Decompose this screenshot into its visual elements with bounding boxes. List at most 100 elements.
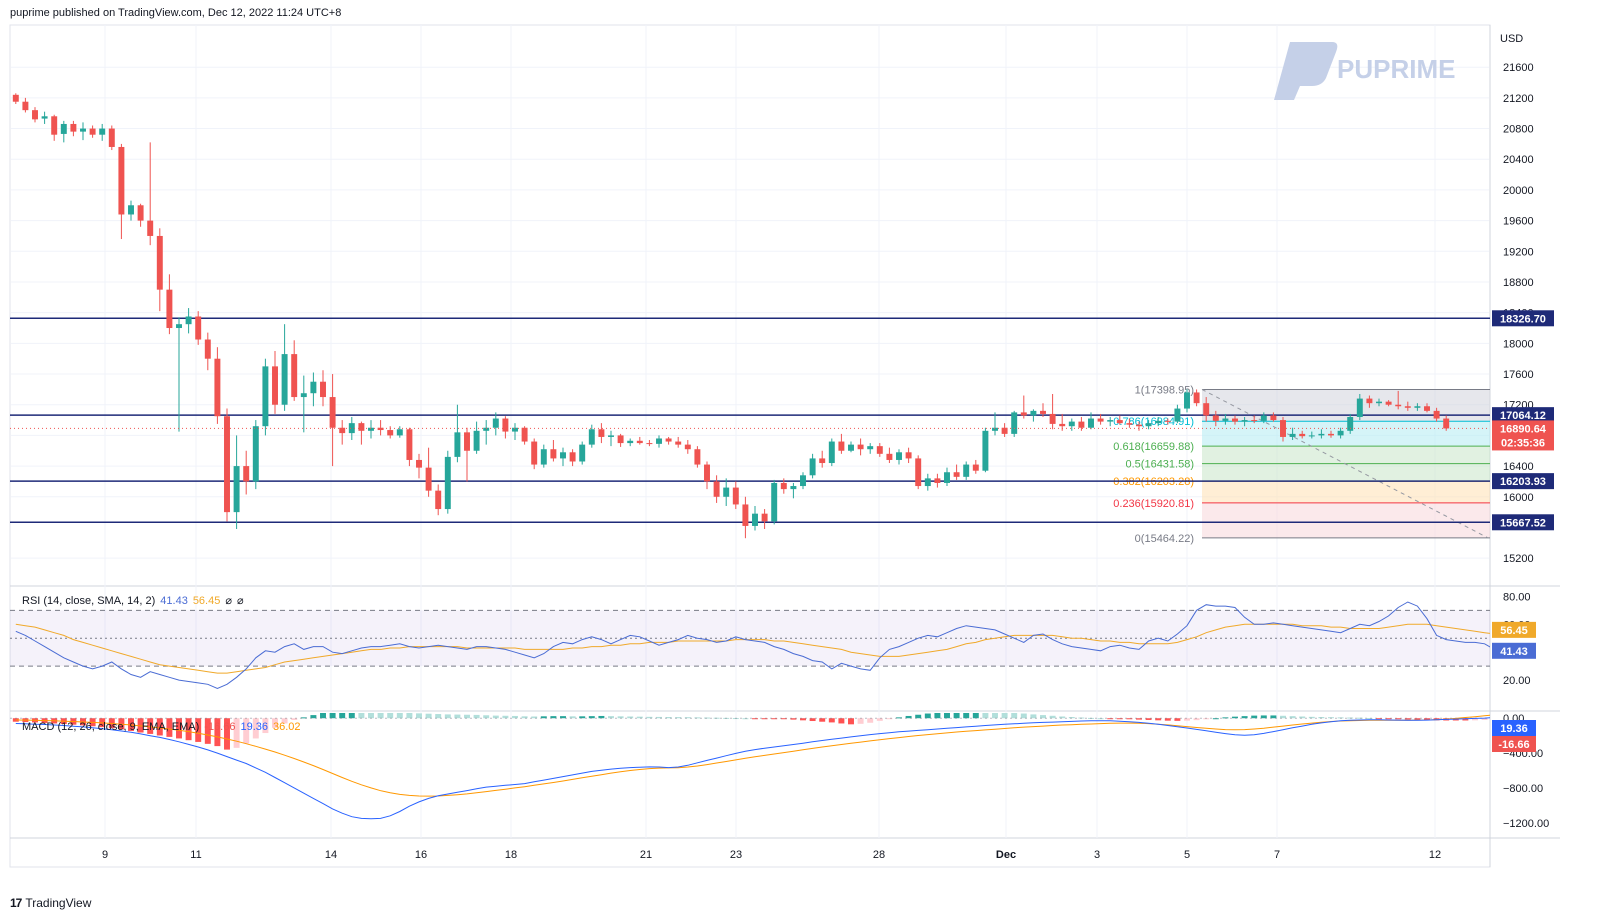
macd-histogram-bar <box>1530 718 1536 719</box>
indicator-legends: RSI (14, close, SMA, 14, 2) 41.43 56.45 ⌀ ⌀ M… <box>22 595 301 733</box>
macd-histogram-bar <box>329 713 336 719</box>
macd-histogram-bar <box>857 718 864 724</box>
macd-histogram-bar <box>358 713 365 719</box>
macd-histogram-bar <box>1126 718 1133 720</box>
fib-level-label: 0(15464.22) <box>1135 533 1194 545</box>
footer: 17 TradingView <box>10 896 91 910</box>
macd-histogram-bar <box>1481 718 1488 720</box>
candle-body <box>1020 412 1027 416</box>
fib-zone <box>1202 463 1490 482</box>
macd-histogram-bar <box>886 718 893 720</box>
macd-histogram-bar <box>1203 718 1210 720</box>
macd-histogram-bar <box>483 715 490 719</box>
macd-histogram-bar <box>905 715 912 719</box>
candle-body <box>1078 421 1085 428</box>
macd-histogram-bar <box>233 718 240 748</box>
candle-body <box>1328 433 1334 436</box>
macd-histogram-bar <box>1232 716 1238 719</box>
level-price-label: 18326.70 <box>1500 313 1546 325</box>
macd-histogram-bar <box>1251 715 1258 719</box>
macd-histogram-bar <box>972 713 979 719</box>
candle-body <box>368 427 374 431</box>
rsi-tick-label: 20.00 <box>1503 675 1531 687</box>
fibonacci-retracement[interactable]: 1(17398.95) 0.786(16984.91) 0.618(16659.88… <box>1113 384 1490 545</box>
macd-line <box>15 717 1490 820</box>
candle-body <box>99 128 106 135</box>
macd-histogram-bar <box>262 718 269 734</box>
rsi-legend-title: RSI (14, close, SMA, 14, 2) <box>22 595 155 607</box>
price-tags: 18326.70 17064.12 16203.93 15667.52 16890.64… <box>1492 310 1554 752</box>
macd-histogram-bar <box>646 716 653 719</box>
candle-body <box>348 423 355 434</box>
macd-histogram-bar <box>1558 716 1564 718</box>
candle-body <box>972 464 979 471</box>
macd-histogram-bar <box>1174 718 1181 721</box>
candle-body <box>809 458 816 476</box>
macd-tag <box>1492 720 1536 736</box>
candle-body <box>176 324 182 329</box>
price-tick-label: 18800 <box>1503 277 1534 289</box>
candle-body <box>1145 423 1152 427</box>
candle-body <box>646 443 653 445</box>
candle-body <box>598 429 605 437</box>
candle-body <box>454 432 461 457</box>
macd-histogram-bar <box>771 718 778 720</box>
trading-chart[interactable]: PUPRIME 1(17398.95) 0.786(16984.91) 0.618(… <box>0 0 1600 890</box>
macd-histogram-bar <box>560 716 566 719</box>
candle-body <box>1424 406 1430 411</box>
macd-histogram-bar <box>684 717 691 719</box>
candle-body <box>502 418 509 432</box>
candle-body <box>1356 398 1363 417</box>
macd-histogram-bar <box>1155 718 1162 721</box>
candle-body <box>723 487 730 497</box>
macd-histogram-bar <box>416 713 422 719</box>
fib-level-label: 1(17398.95) <box>1135 384 1194 396</box>
candle-body <box>166 289 173 329</box>
macd-histogram-bar <box>944 713 950 719</box>
rsi-ma-tag <box>1492 621 1536 638</box>
candle-body <box>1059 423 1066 427</box>
level-price-tag <box>1492 473 1554 490</box>
candle-body <box>1164 420 1171 422</box>
candle-body <box>588 429 595 445</box>
macd-histogram-bar <box>915 714 922 719</box>
price-tick-label: 19600 <box>1503 216 1534 228</box>
candle-body <box>732 487 739 505</box>
candle-body <box>32 110 38 120</box>
macd-histogram-bar <box>1280 715 1286 719</box>
time-tick-label: 21 <box>640 849 652 861</box>
macd-histogram-bar <box>425 713 432 719</box>
candle-body <box>243 466 250 482</box>
time-tick-label: 5 <box>1184 849 1190 861</box>
macd-histogram-bar <box>1395 718 1402 720</box>
macd-histogram-bar <box>166 718 173 737</box>
macd-histogram-bar <box>396 713 403 719</box>
macd-histogram-bar <box>1328 717 1334 719</box>
macd-histogram-bar <box>569 716 576 719</box>
candle-body <box>579 444 586 462</box>
candle-body <box>51 116 58 135</box>
macd-histogram-bar <box>550 716 557 719</box>
candle-body <box>320 381 326 398</box>
macd-histogram-bar <box>934 713 941 719</box>
candle-body <box>233 466 240 513</box>
candle-body <box>118 146 125 215</box>
horizontal-levels[interactable] <box>10 317 1490 524</box>
macd-histogram-bar <box>953 713 960 719</box>
macd-histogram-bar <box>521 716 528 719</box>
candle-body <box>761 513 768 522</box>
candle-body <box>406 429 413 460</box>
fib-zone <box>1202 446 1490 464</box>
candle-body <box>1318 433 1325 436</box>
candle-body <box>1136 424 1142 427</box>
macd-histogram-bar <box>291 718 298 720</box>
puprime-logo-icon <box>1274 42 1338 100</box>
macd-histogram-bar <box>252 718 259 739</box>
fib-trend-line <box>1201 389 1489 539</box>
candle-body <box>694 449 701 465</box>
macd-histogram-bar <box>636 716 643 719</box>
candle-body <box>848 444 854 451</box>
candle-body <box>1443 418 1450 429</box>
candle-body <box>435 490 442 510</box>
macd-histogram-bar <box>1472 718 1478 721</box>
